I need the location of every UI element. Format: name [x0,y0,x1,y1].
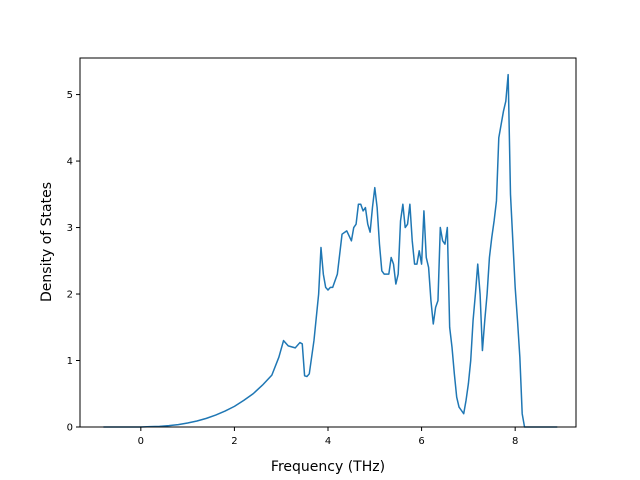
x-tick-label: 4 [325,436,331,447]
x-tick-label: 2 [231,436,237,447]
y-tick-label: 5 [67,90,73,101]
y-tick-label: 1 [67,356,73,367]
x-tick-label: 0 [138,436,144,447]
axis-ticks: 0 2 4 6 8 0 1 2 3 4 5 [67,90,519,447]
y-tick-label: 0 [67,423,73,434]
y-tick-label: 4 [67,157,73,168]
dos-series-line [103,73,558,428]
axes-frame [79,57,577,428]
x-tick-label: 8 [512,436,518,447]
x-tick-label: 6 [418,436,424,447]
plot-area [103,73,558,428]
x-axis-label: Frequency (THz) [271,459,385,475]
y-axis-label: Density of States [39,182,55,302]
y-tick-label: 3 [67,223,73,234]
y-tick-label: 2 [67,290,73,301]
